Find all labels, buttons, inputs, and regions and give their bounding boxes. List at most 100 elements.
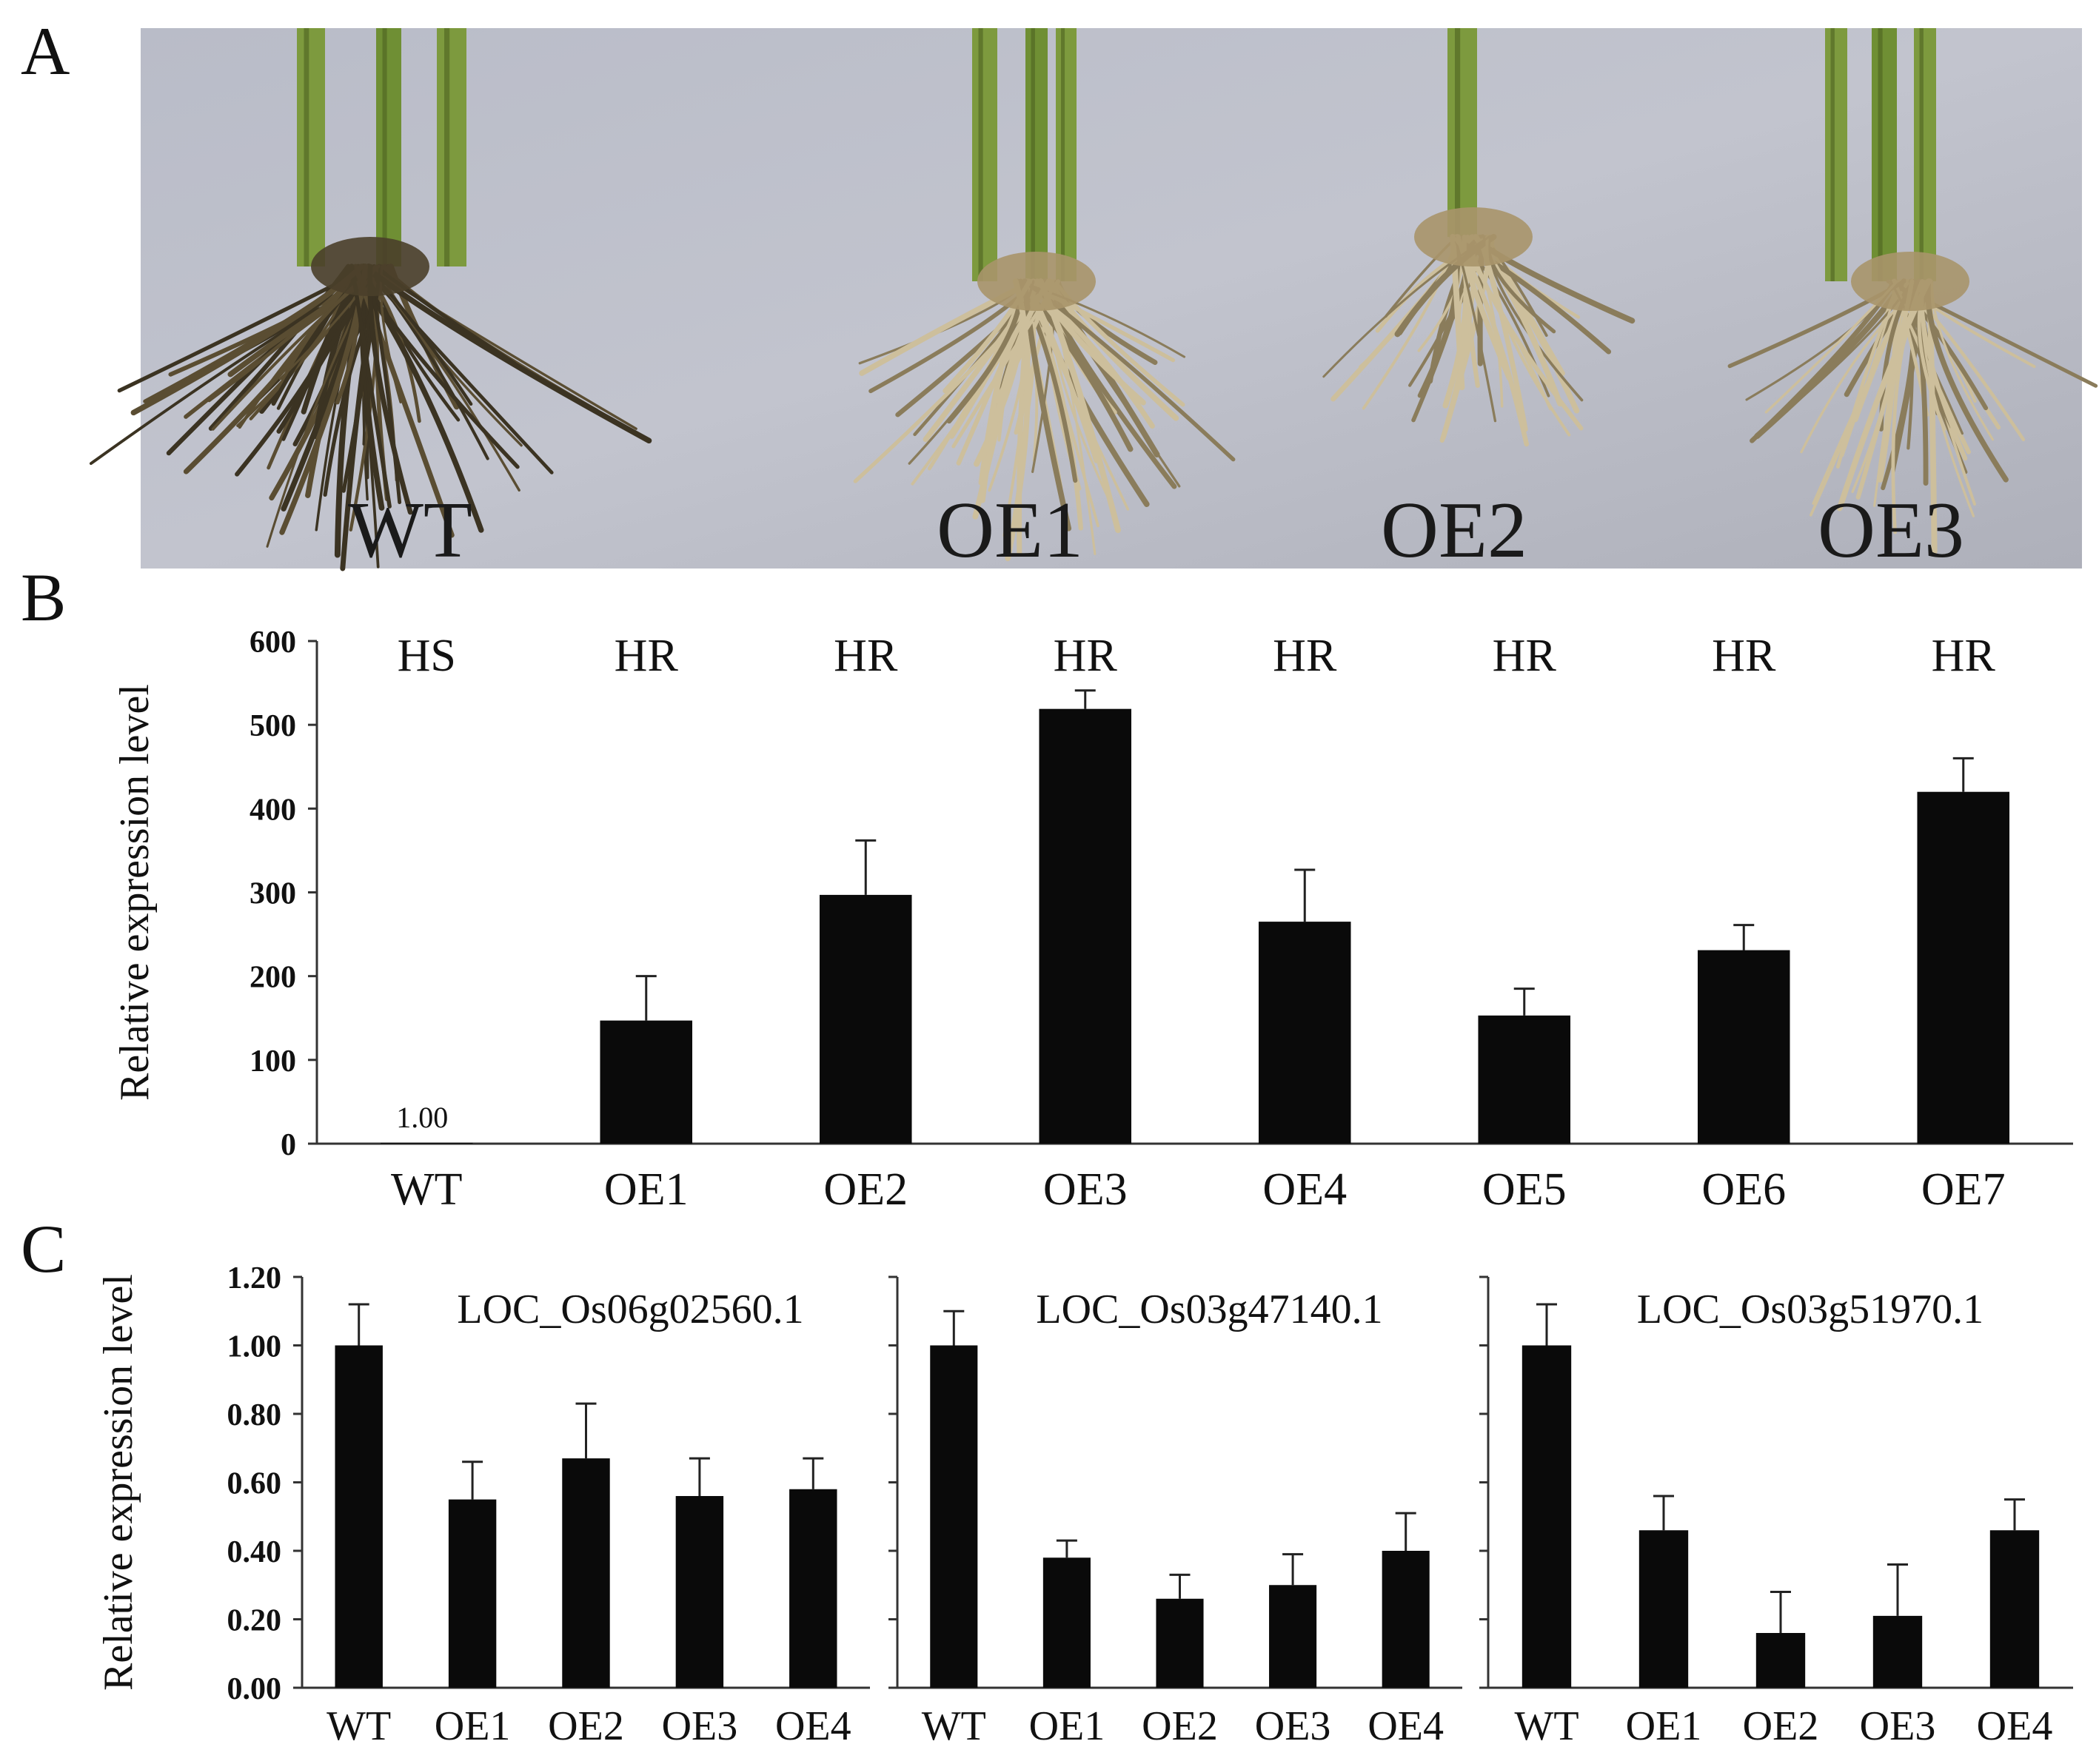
stem-shading (1878, 28, 1883, 281)
x-tick-label: WT (391, 1164, 462, 1215)
stem-shape (376, 28, 401, 266)
y-tick-label: 0.60 (227, 1467, 282, 1501)
stem-shape (437, 28, 466, 266)
stem-shading (304, 28, 309, 266)
stem-shape (1447, 28, 1477, 237)
bar-oe1 (600, 1020, 693, 1144)
bar-wt (930, 1345, 978, 1688)
y-tick-label: 500 (250, 709, 296, 743)
x-tick-label: OE4 (1367, 1703, 1444, 1749)
bar-oe3 (1872, 1615, 1923, 1688)
bar-oe3 (1269, 1585, 1317, 1688)
x-tick-label: OE5 (1482, 1164, 1567, 1215)
y-tick-label: 1.20 (227, 1261, 282, 1295)
y-tick-label: 600 (250, 626, 296, 660)
x-tick-label: WT (1514, 1703, 1579, 1749)
x-tick-label: OE2 (1142, 1703, 1218, 1749)
bar-wt (1521, 1345, 1572, 1688)
x-tick-label: OE4 (1977, 1703, 2053, 1749)
chart-title: LOC_Os06g02560.1 (457, 1287, 803, 1332)
photo-label-wt: WT (348, 486, 472, 574)
root-crown (311, 237, 429, 296)
stem-shading (1455, 28, 1461, 237)
bar-oe7 (1917, 791, 2010, 1144)
x-tick-label: OE7 (1921, 1164, 2006, 1215)
x-tick-label: OE2 (548, 1703, 624, 1749)
resistance-annotation: HR (1712, 631, 1776, 681)
stem-shading (1830, 28, 1835, 281)
y-tick-label: 300 (250, 877, 296, 911)
panel-letter-c: C (21, 1211, 66, 1287)
x-tick-label: OE3 (1043, 1164, 1128, 1215)
stem-shading (382, 28, 387, 266)
chart-b: 0 100 200 300 400 500 600 Relative expression l… (112, 626, 2073, 1215)
y-tick-label: 0 (281, 1128, 296, 1162)
x-tick-label: WT (922, 1703, 986, 1749)
y-axis-label: Relative expression level (96, 1274, 141, 1691)
x-tick-label: OE6 (1701, 1164, 1786, 1215)
stem-shape (1825, 28, 1847, 281)
bar-oe2 (819, 894, 912, 1144)
resistance-annotation: HS (398, 631, 456, 681)
bar-oe5 (1478, 1015, 1571, 1144)
x-tick-label: OE3 (662, 1703, 738, 1749)
stem-shading (978, 28, 983, 281)
x-tick-label: OE2 (1743, 1703, 1819, 1749)
bar-oe4 (1989, 1530, 2040, 1688)
root-crown (1414, 207, 1533, 266)
y-tick-label: 0.80 (227, 1398, 282, 1432)
resistance-annotation: HR (1273, 631, 1337, 681)
resistance-annotation: HR (615, 631, 679, 681)
bar-oe2 (562, 1458, 610, 1688)
bar-oe3 (675, 1496, 724, 1688)
x-tick-label: OE1 (604, 1164, 689, 1215)
stem-shading (1919, 28, 1924, 281)
stem-shading (1061, 28, 1065, 281)
bar-wt (380, 1142, 473, 1144)
y-tick-label: 100 (250, 1044, 296, 1079)
photo-label-oe2: OE2 (1381, 486, 1527, 574)
stem-shape (1056, 28, 1077, 281)
y-tick-label: 0.40 (227, 1535, 282, 1569)
stem-shape (1872, 28, 1897, 281)
photo-label-oe1: OE1 (937, 486, 1083, 574)
resistance-annotation: HR (1932, 631, 1996, 681)
x-tick-label: OE4 (775, 1703, 851, 1749)
x-tick-label: OE3 (1860, 1703, 1936, 1749)
x-tick-label: OE4 (1262, 1164, 1347, 1215)
resistance-annotation: HR (1493, 631, 1557, 681)
resistance-annotation: HR (834, 631, 898, 681)
y-tick-label: 400 (250, 793, 296, 827)
panel-letter-b: B (21, 560, 66, 635)
bar-wt (335, 1345, 383, 1688)
resistance-annotation: HR (1054, 631, 1118, 681)
stem-shape (297, 28, 325, 266)
root-crown (977, 252, 1096, 311)
y-tick-label: 200 (250, 961, 296, 995)
x-tick-label: OE2 (823, 1164, 908, 1215)
x-tick-label: OE3 (1255, 1703, 1331, 1749)
y-tick-label: 1.00 (227, 1330, 282, 1364)
plant-illustrations (89, 28, 2098, 571)
y-axis-label: Relative expression level (112, 684, 158, 1101)
bar-oe4 (789, 1489, 837, 1688)
bar-oe6 (1697, 950, 1790, 1144)
bar-oe1 (1638, 1530, 1689, 1688)
bar-oe2 (1156, 1598, 1204, 1688)
chart-c: 0.00 0.20 0.40 0.60 0.80 1.00 1.20 Relative exp… (96, 1261, 2073, 1749)
x-tick-label: OE1 (1626, 1703, 1702, 1749)
y-tick-label: 0.20 (227, 1604, 282, 1638)
bar-oe2 (1755, 1633, 1806, 1688)
chart-title: LOC_Os03g47140.1 (1036, 1287, 1382, 1332)
panel-letter-a: A (21, 13, 70, 89)
bar-oe1 (448, 1499, 497, 1688)
bar-oe3 (1039, 708, 1132, 1144)
bar-oe4 (1382, 1551, 1430, 1688)
stem-shape (1025, 28, 1048, 281)
x-tick-label: WT (327, 1703, 391, 1749)
root-crown (1851, 252, 1969, 311)
x-tick-label: OE1 (435, 1703, 511, 1749)
stem-shading (444, 28, 450, 266)
chart-title: LOC_Os03g51970.1 (1637, 1287, 1983, 1332)
